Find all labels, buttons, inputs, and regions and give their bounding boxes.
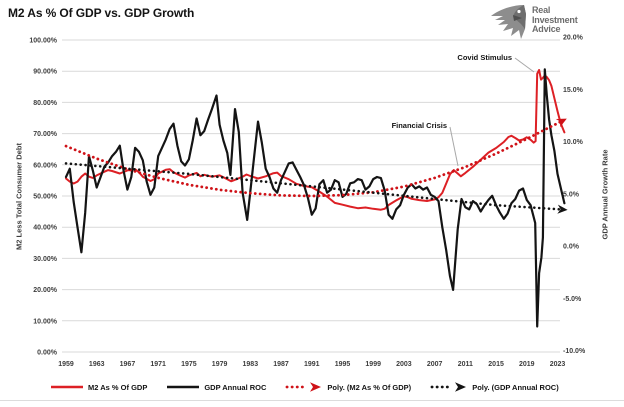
series-poly-gdp-annual-roc-arrowhead — [557, 204, 568, 214]
x-tick-label: 2003 — [396, 361, 412, 368]
legend-label: Poly. (GDP Annual ROC) — [472, 382, 559, 392]
x-tick-label: 2007 — [427, 361, 443, 368]
series-poly-m2-as-of-gdp-arrowhead — [555, 118, 567, 128]
x-tick-label: 2015 — [488, 361, 504, 368]
x-tick-label: 1963 — [89, 361, 105, 368]
annotation-leader-covid-stimulus — [514, 57, 535, 73]
ria-logo-line-2: Investment — [532, 14, 578, 25]
y-right-tick-label: 10.0% — [563, 139, 584, 146]
y-left-tick-label: 0.00% — [37, 350, 58, 357]
legend-item-m2-as-of-gdp: M2 As % Of GDP — [50, 381, 147, 393]
y-left-tick-label: 40.00% — [33, 225, 58, 232]
y-right-tick-label: 5.0% — [563, 191, 580, 198]
x-tick-label: 1999 — [365, 361, 381, 368]
eagle-icon — [491, 5, 526, 39]
x-tick-label: 1995 — [335, 361, 351, 368]
legend-item-poly-m2-as-of-gdp: Poly. (M2 As % Of GDP) — [285, 381, 411, 393]
x-tick-label: 1987 — [273, 361, 289, 368]
legend-swatch-dotted-arrow-icon — [286, 382, 322, 392]
y-left-tick-label: 20.00% — [33, 287, 58, 294]
y-axis-left-title: M2 Less Total Consumer Debt — [14, 143, 24, 250]
legend-label: Poly. (M2 As % Of GDP) — [327, 382, 412, 392]
x-tick-label: 2011 — [458, 361, 473, 368]
annotation-covid-stimulus: Covid Stimulus — [457, 53, 512, 62]
series-poly-m2-as-of-gdp-line — [64, 120, 562, 198]
y-right-tick-label: 0.0% — [563, 244, 580, 251]
y-left-tick-label: 100.00% — [29, 38, 57, 45]
chart-title: M2 As % Of GDP vs. GDP Growth — [8, 6, 195, 20]
x-tick-label: 1991 — [304, 361, 320, 368]
y-left-tick-label: 30.00% — [33, 256, 58, 263]
legend-label: GDP Annual ROC — [204, 382, 267, 392]
y-left-tick-label: 80.00% — [33, 100, 58, 107]
annotation-financial-crisis: Financial Crisis — [392, 121, 447, 130]
x-tick-label: 1975 — [181, 361, 197, 368]
y-right-tick-label: -5.0% — [563, 296, 582, 303]
x-tick-label: 1967 — [120, 361, 136, 368]
x-tick-label: 2023 — [550, 361, 566, 368]
y-right-tick-label: 15.0% — [563, 87, 584, 94]
legend-item-gdp-annual-roc: GDP Annual ROC — [166, 381, 266, 393]
x-tick-label: 2019 — [519, 361, 535, 368]
y-left-tick-label: 70.00% — [33, 131, 58, 138]
bottom-divider — [0, 400, 624, 401]
series-gdp-annual-roc-line — [64, 68, 566, 328]
y-left-tick-label: 60.00% — [33, 162, 58, 169]
x-tick-label: 1959 — [58, 361, 74, 368]
y-right-tick-label: 20.0% — [563, 35, 584, 42]
ria-logo: Real Investment Advice — [488, 2, 578, 40]
series-m2-as-of-gdp-line — [65, 69, 566, 211]
legend-label: M2 As % Of GDP — [88, 382, 148, 392]
legend-swatch-line-icon — [167, 385, 200, 389]
annotation-leader-financial-crisis — [449, 126, 459, 167]
ria-logo-text: Real Investment Advice — [532, 5, 578, 35]
ria-logo-line-3: Advice — [532, 24, 561, 34]
y-axis-right-title: GDP Annual Growth Rate — [600, 149, 610, 240]
x-tick-label: 1979 — [212, 361, 228, 368]
legend-swatch-line-icon — [51, 385, 83, 389]
y-left-tick-label: 50.00% — [33, 194, 58, 201]
legend-item-poly-gdp-annual-roc: Poly. (GDP Annual ROC) — [430, 381, 559, 393]
x-tick-label: 1971 — [150, 361, 166, 368]
y-right-tick-label: -10.0% — [563, 348, 586, 355]
legend-swatch-dotted-arrow-icon — [430, 382, 467, 392]
y-left-tick-label: 90.00% — [33, 69, 58, 76]
x-tick-label: 1983 — [243, 361, 259, 368]
ria-logo-line-1: Real — [532, 5, 551, 15]
series-poly-gdp-annual-roc-line — [64, 162, 562, 211]
y-left-tick-label: 10.00% — [33, 318, 58, 325]
legend: M2 As % Of GDP GDP Annual ROC Poly. (M2 As… — [50, 381, 559, 393]
